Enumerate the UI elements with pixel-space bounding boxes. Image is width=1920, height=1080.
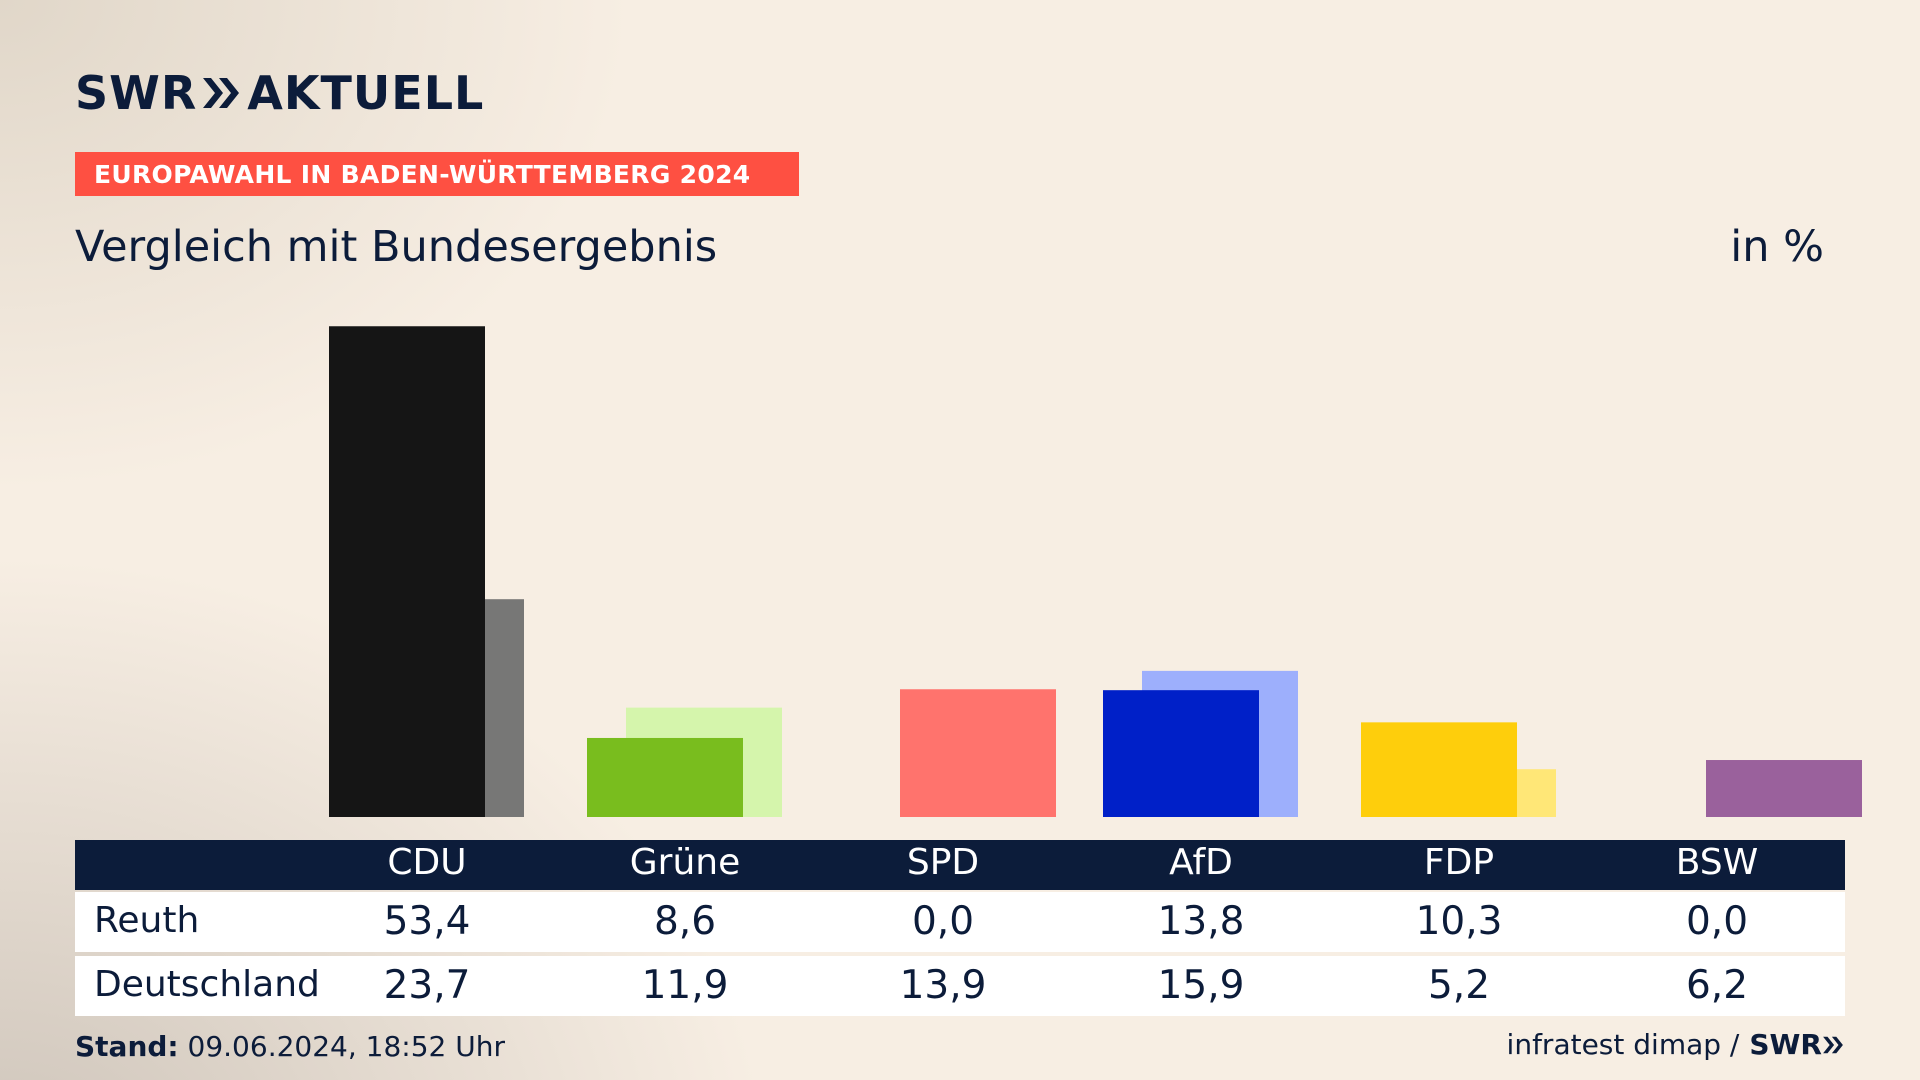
bar-deutschland-spd [900, 689, 1056, 817]
value-deutschland-grüne: 11,9 [641, 963, 729, 1008]
swr-small-logo: SWR [1749, 1028, 1844, 1061]
swr-small-text: SWR [1749, 1028, 1822, 1061]
table-header: CDU Grüne SPD AfD FDP BSW [75, 840, 1845, 890]
row-label-deutschland: Deutschland [94, 964, 320, 1005]
bar-reuth-afd [1103, 690, 1259, 817]
bar-chart [329, 326, 1862, 817]
source-text: infratest dimap / [1506, 1028, 1740, 1061]
stand-label: Stand: [75, 1030, 179, 1063]
double-chevron-icon [201, 75, 241, 111]
timestamp: Stand: 09.06.2024, 18:52 Uhr [75, 1030, 505, 1063]
value-deutschland-spd: 13,9 [899, 963, 987, 1008]
small-chevron-icon [1823, 1036, 1843, 1053]
stand-value: 09.06.2024, 18:52 Uhr [187, 1030, 505, 1063]
chart-subtitle: Vergleich mit Bundesergebnis [75, 222, 718, 272]
value-reuth-spd: 0,0 [911, 899, 975, 944]
logo-swr-text: SWR [75, 66, 198, 120]
header-spd: SPD [906, 842, 980, 883]
bar-reuth-grüne [587, 737, 743, 817]
unit-label: in % [1730, 222, 1824, 272]
value-deutschland-cdu: 23,7 [383, 963, 471, 1008]
bar-deutschland-bsw [1706, 760, 1862, 817]
header-bsw: BSW [1675, 842, 1759, 883]
value-deutschland-bsw: 6,2 [1685, 963, 1749, 1008]
bar-reuth-cdu [329, 326, 485, 817]
source-credit: infratest dimap / SWR [1507, 1028, 1844, 1061]
value-reuth-fdp: 10,3 [1415, 899, 1503, 944]
value-reuth-grüne: 8,6 [653, 899, 717, 944]
value-reuth-afd: 13,8 [1157, 899, 1245, 944]
bar-reuth-fdp [1361, 722, 1517, 817]
value-deutschland-fdp: 5,2 [1427, 963, 1491, 1008]
header-grüne: Grüne [629, 842, 741, 883]
election-banner: EUROPAWAHL IN BADEN-WÜRTTEMBERG 2024 [75, 152, 799, 196]
table-row-reuth: Reuth 53,4 8,6 0,0 13,8 10,3 0,0 [75, 892, 1845, 952]
value-reuth-bsw: 0,0 [1685, 899, 1749, 944]
logo-aktuell-text: AKTUELL [247, 66, 485, 120]
banner-text: EUROPAWAHL IN BADEN-WÜRTTEMBERG 2024 [94, 160, 751, 189]
row-label-reuth: Reuth [94, 900, 200, 941]
value-reuth-cdu: 53,4 [383, 899, 471, 944]
header-afd: AfD [1169, 842, 1233, 883]
swr-aktuell-logo: SWR AKTUELL [75, 66, 485, 120]
header-fdp: FDP [1423, 842, 1495, 883]
header-cdu: CDU [387, 842, 467, 883]
value-deutschland-afd: 15,9 [1157, 963, 1245, 1008]
table-row-deutschland: Deutschland 23,7 11,9 13,9 15,9 5,2 6,2 [75, 956, 1845, 1016]
